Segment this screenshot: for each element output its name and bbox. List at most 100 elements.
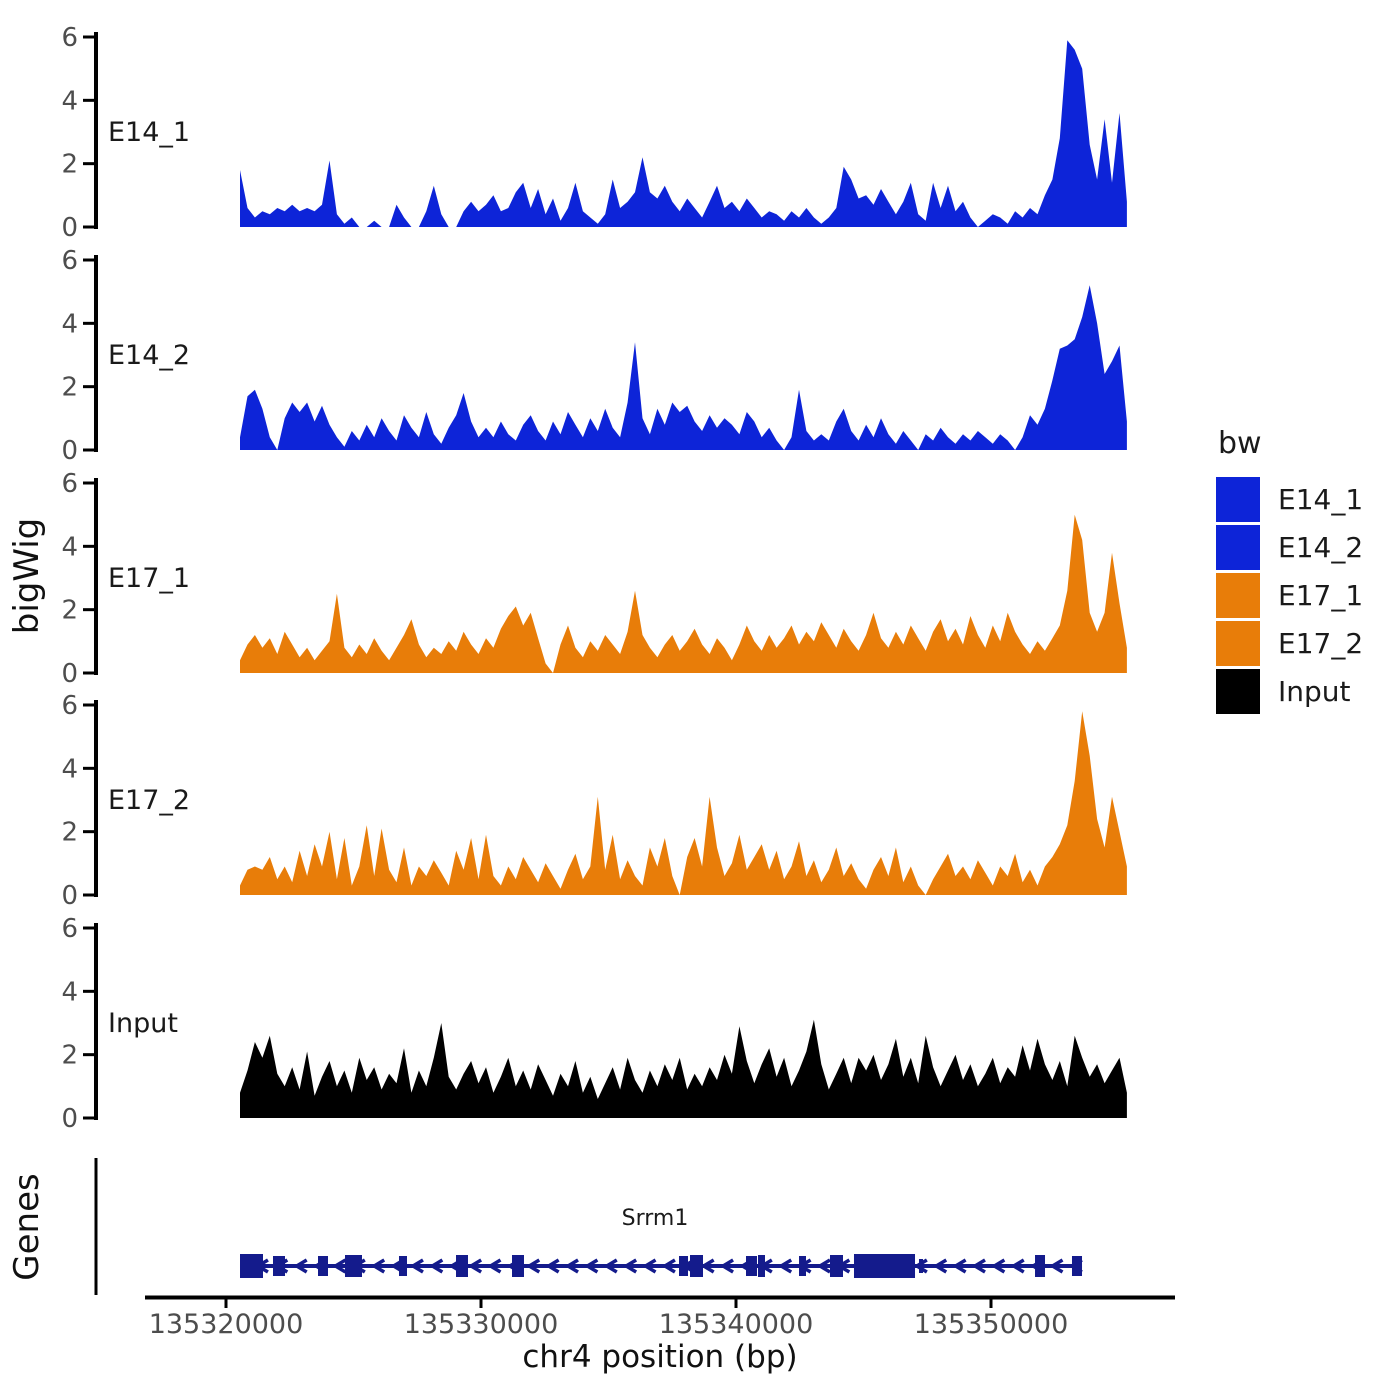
strand-arrow-icon [661, 1258, 676, 1274]
y-tick-label: 4 [61, 309, 78, 339]
y-tick-label: 4 [61, 532, 78, 562]
y-tick-label: 2 [61, 1041, 78, 1071]
strand-arrow-icon [370, 1258, 386, 1274]
y-tick-label: 0 [61, 881, 78, 911]
coverage-area-E17_2 [240, 711, 1127, 895]
strand-arrow-icon [584, 1258, 599, 1274]
track-panel-E14_1: 0 2 4 6 E14_1 [61, 23, 1127, 243]
gene-exon [1071, 1256, 1083, 1276]
y-tick-label: 2 [61, 150, 78, 180]
strand-arrow-icon [971, 1258, 986, 1274]
track-panel-E14_2: 0 2 4 6 E14_2 [61, 246, 1127, 466]
strand-arrow-icon [293, 1258, 308, 1274]
gene-exon [745, 1256, 758, 1276]
gene-exon [239, 1254, 264, 1278]
gene-exon [758, 1255, 765, 1277]
legend-label: Input [1278, 675, 1351, 708]
y-tick-label: 6 [61, 23, 78, 53]
strand-arrow-icon [642, 1258, 657, 1274]
strand-arrow-icon [1010, 1258, 1025, 1274]
y-tick-label: 6 [61, 691, 78, 721]
strand-arrow-icon [428, 1258, 444, 1274]
legend-label: E17_2 [1278, 627, 1364, 660]
coverage-area-Input [240, 1019, 1127, 1118]
legend-item-Input: Input [1216, 669, 1363, 714]
legend-title: bw [1218, 426, 1262, 461]
strand-arrow-icon [816, 1258, 831, 1274]
strand-arrow-icon [332, 1258, 347, 1274]
x-tick-label: 135320000 [149, 1309, 304, 1340]
legend-swatch [1216, 573, 1260, 618]
legend-items: E14_1 E14_2 E17_1 E17_2 Input [1216, 477, 1363, 714]
gene-exon [512, 1255, 524, 1277]
legend-item-E14_1: E14_1 [1216, 477, 1363, 522]
gene-exon [918, 1259, 923, 1273]
gene-exon [456, 1255, 468, 1277]
gene-exon [318, 1256, 328, 1276]
strand-arrow-icon [622, 1258, 638, 1274]
track-panel-E17_2: 0 2 4 6 E17_2 [61, 691, 1127, 911]
legend-swatch [1216, 525, 1260, 570]
y-tick-label: 6 [61, 914, 78, 944]
strand-arrow-icon [952, 1258, 967, 1274]
gene-exon [799, 1256, 806, 1276]
y-tick-label: 0 [61, 659, 78, 689]
x-tick-label: 135340000 [659, 1309, 814, 1340]
strand-arrow-icon [467, 1258, 483, 1274]
track-label-E14_1: E14_1 [108, 117, 190, 148]
gene-exon [853, 1254, 916, 1278]
strand-arrow-icon [990, 1258, 1006, 1274]
strand-arrow-icon [719, 1258, 734, 1274]
y-tick-label: 0 [61, 436, 78, 466]
track-label-E17_2: E17_2 [108, 785, 190, 816]
legend-item-E17_2: E17_2 [1216, 621, 1363, 666]
track-label-Input: Input [108, 1008, 178, 1039]
gene-exon [829, 1255, 843, 1277]
strand-arrow-icon [777, 1258, 793, 1274]
strand-arrow-icon [1049, 1258, 1064, 1274]
y-tick-label: 0 [61, 1104, 78, 1134]
x-axis-title: chr4 position (bp) [522, 1339, 797, 1375]
y-tick-label: 2 [61, 373, 78, 403]
legend-swatch [1216, 621, 1260, 666]
y-tick-label: 4 [61, 86, 78, 116]
coverage-area-E17_1 [240, 514, 1127, 673]
coverage-area-E14_2 [240, 285, 1127, 450]
gene-exon [1035, 1255, 1046, 1277]
y-axis-title: bigWig [7, 518, 47, 635]
legend-item-E17_1: E17_1 [1216, 573, 1363, 618]
gene-exon [398, 1256, 407, 1276]
strand-arrow-icon [525, 1258, 541, 1274]
track-panel-E17_1: 0 2 4 6 E17_1 [61, 469, 1127, 689]
y-tick-label: 2 [61, 818, 78, 848]
legend: bw E14_1 E14_2 E17_1 E17_2 Input [1216, 426, 1363, 717]
x-tick-label: 135330000 [404, 1309, 559, 1340]
tracks-layer: 0 2 4 6 E14_1 0 2 4 6 E14_2 0 2 4 6 E17_1 0 2 4 6 E17_2 0 2 4 6… [61, 23, 1127, 1134]
legend-swatch [1216, 669, 1260, 714]
gene-name-label: Srrm1 [622, 1206, 689, 1231]
gene-exon [689, 1255, 704, 1277]
x-tick-label: 135350000 [914, 1309, 1069, 1340]
y-tick-label: 2 [61, 596, 78, 626]
gene-track [94, 1158, 1083, 1295]
legend-label: E14_2 [1278, 531, 1364, 564]
gene-exon [679, 1256, 689, 1276]
gene-exon [272, 1256, 286, 1276]
y-tick-label: 4 [61, 977, 78, 1007]
legend-swatch [1216, 477, 1260, 522]
track-panel-Input: 0 2 4 6 Input [61, 914, 1127, 1134]
genes-axis-title: Genes [7, 1173, 47, 1280]
legend-label: E17_1 [1278, 579, 1364, 612]
strand-arrow-icon [932, 1258, 948, 1274]
strand-arrow-icon [603, 1258, 618, 1274]
strand-arrow-icon [545, 1258, 560, 1274]
y-tick-label: 0 [61, 213, 78, 243]
y-tick-label: 4 [61, 754, 78, 784]
legend-item-E14_2: E14_2 [1216, 525, 1363, 570]
strand-arrow-icon [487, 1258, 502, 1274]
legend-label: E14_1 [1278, 483, 1364, 516]
strand-arrow-icon [409, 1258, 424, 1274]
y-tick-label: 6 [61, 246, 78, 276]
